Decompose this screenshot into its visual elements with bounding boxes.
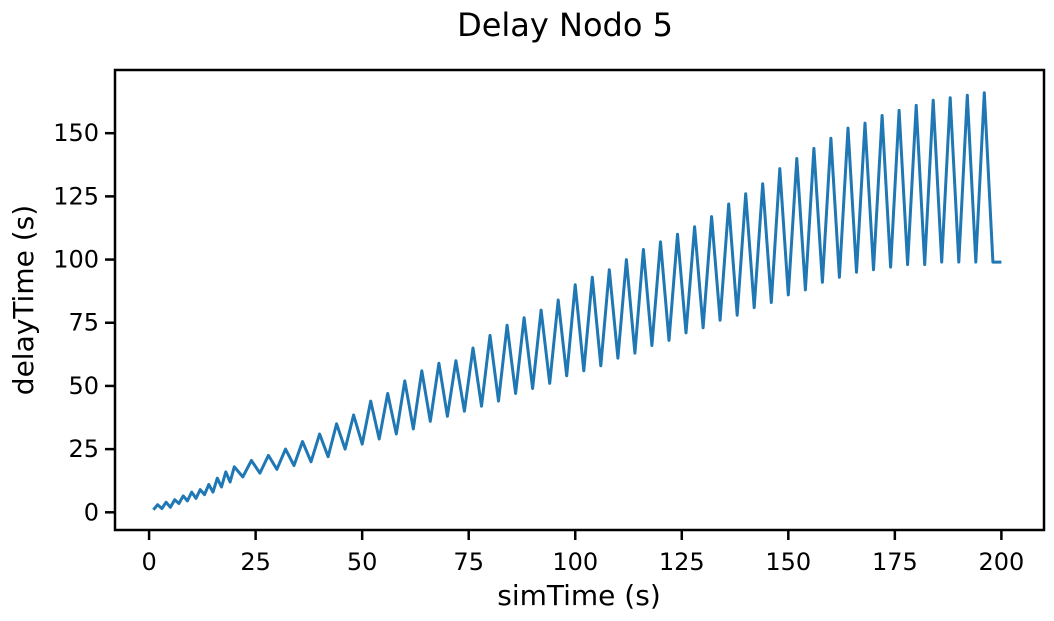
chart-title: Delay Nodo 5 <box>457 6 673 44</box>
y-axis-ticks: 0 25 50 75 100 125 150 <box>53 119 115 526</box>
x-tick-label: 0 <box>141 548 156 576</box>
x-tick-label: 200 <box>978 548 1024 576</box>
y-tick-label: 150 <box>53 119 99 147</box>
x-tick-label: 175 <box>872 548 918 576</box>
x-axis-ticks: 0 25 50 75 100 125 150 175 200 <box>141 530 1024 576</box>
series-layer <box>152 91 1002 511</box>
x-tick-label: 25 <box>240 548 271 576</box>
y-tick-label: 75 <box>68 309 99 337</box>
x-tick-label: 75 <box>453 548 484 576</box>
x-tick-label: 125 <box>659 548 705 576</box>
x-tick-label: 100 <box>552 548 598 576</box>
y-tick-label: 50 <box>68 372 99 400</box>
series-line-0 <box>152 91 1002 511</box>
x-tick-label: 50 <box>347 548 378 576</box>
plot-area-frame <box>113 68 1046 532</box>
y-tick-label: 25 <box>68 435 99 463</box>
y-tick-label: 100 <box>53 246 99 274</box>
x-tick-label: 150 <box>765 548 811 576</box>
y-axis-label: delayTime (s) <box>7 205 40 395</box>
y-tick-label: 0 <box>84 498 99 526</box>
x-axis-label: simTime (s) <box>497 579 661 612</box>
y-tick-label: 125 <box>53 182 99 210</box>
